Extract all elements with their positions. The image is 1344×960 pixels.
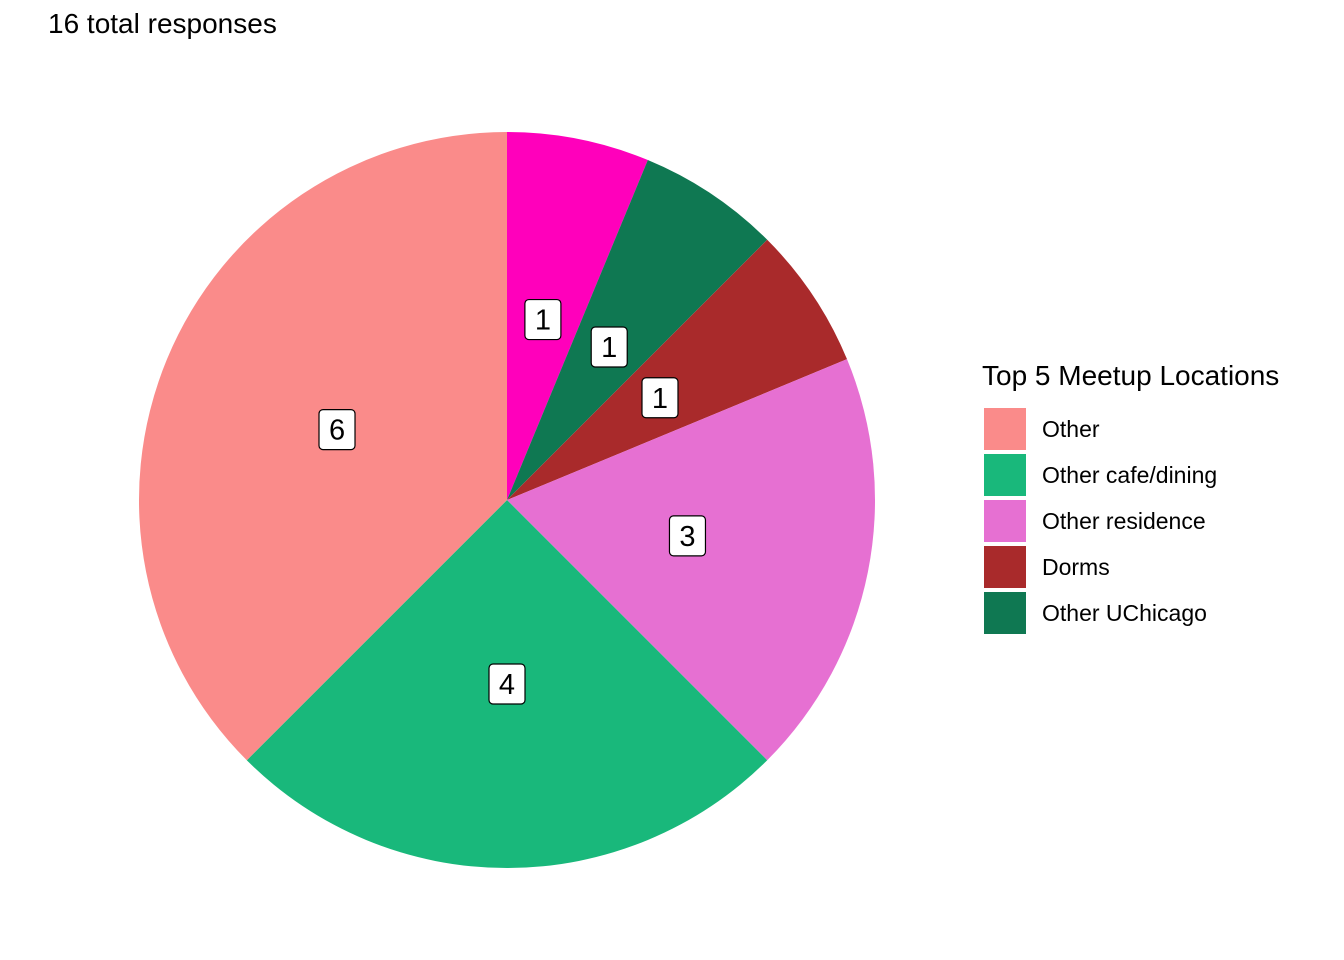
- slice-label-text: 1: [652, 383, 668, 415]
- legend-swatch: [984, 454, 1026, 496]
- legend-label: Other: [1042, 415, 1100, 442]
- slice-label-box: [590, 326, 628, 368]
- pie-slice-dorms-2: [507, 239, 847, 500]
- legend-label: Other cafe/dining: [1042, 461, 1218, 488]
- slice-label-1: 1: [590, 326, 628, 368]
- slice-label-box: [641, 377, 679, 419]
- legend-label: Dorms: [1042, 553, 1110, 580]
- legend-item-other-uchicago: Other UChicago: [982, 590, 1279, 636]
- legend-swatch: [984, 546, 1026, 588]
- legend-swatch: [984, 408, 1026, 450]
- slice-label-0: 1: [524, 298, 562, 341]
- pie-slice-other-residence-3: [507, 359, 876, 761]
- slice-label-box: [488, 663, 526, 705]
- slice-label-text: 3: [679, 521, 695, 553]
- slice-label-text: 1: [601, 332, 617, 364]
- pie-slice-other-uchicago-1: [507, 160, 768, 500]
- slice-label-text: 6: [329, 415, 345, 447]
- legend-swatch: [984, 592, 1026, 634]
- legend-item-other: Other: [982, 406, 1279, 452]
- slice-label-4: 4: [488, 663, 526, 705]
- slice-label-3: 3: [668, 515, 707, 557]
- pie-slices: [138, 132, 876, 869]
- legend-items: Other Other cafe/dining Other residence Dor…: [982, 406, 1279, 636]
- legend-label: Other residence: [1042, 507, 1206, 534]
- legend-item-dorms: Dorms: [982, 544, 1279, 590]
- legend-title: Top 5 Meetup Locations: [982, 360, 1280, 391]
- pie-slice-labels: 1 1 1 3 4 6: [318, 298, 707, 705]
- pie-slice-other-uchicago-0: [507, 132, 648, 500]
- chart-title: 16 total responses: [48, 8, 277, 39]
- slice-label-box: [318, 408, 356, 451]
- slice-label-5: 6: [318, 408, 356, 451]
- legend-item-other-cafe-dining: Other cafe/dining: [982, 452, 1279, 498]
- legend-item-other-residence: Other residence: [982, 498, 1279, 544]
- legend-label: Other UChicago: [1042, 599, 1207, 626]
- slice-label-text: 4: [499, 669, 515, 701]
- slice-label-text: 1: [535, 305, 551, 337]
- legend-swatch: [984, 500, 1026, 542]
- legend: Top 5 Meetup Locations Other Other cafe/d…: [982, 360, 1279, 636]
- slice-label-box: [524, 298, 562, 341]
- slice-label-2: 1: [641, 377, 679, 419]
- slice-label-box: [668, 515, 707, 557]
